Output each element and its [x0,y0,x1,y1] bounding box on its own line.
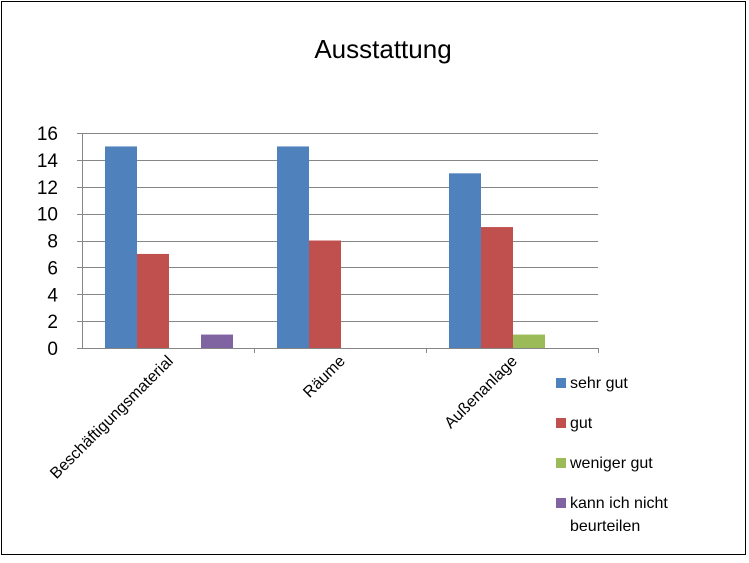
legend-swatch-weniger-gut [556,458,566,468]
y-tick-label-8: 8 [47,232,58,253]
bar-beschaeftigungsmaterial-sehr-gut [105,146,137,348]
y-tick-label-0: 0 [47,339,58,360]
bars [105,146,545,348]
bar-beschaeftigungsmaterial-kann-ich-nicht-beurteilen [201,334,233,348]
y-tick-label-6: 6 [47,258,58,279]
bar-raeume-gut [309,240,341,348]
bar-aussenanlage-weniger-gut [513,334,545,348]
legend-swatch-kann-ich-nicht-beurteilen [556,498,566,508]
y-tick-label-12: 12 [37,178,58,199]
bar-beschaeftigungsmaterial-gut [137,253,169,348]
legend-label-gut: gut [570,415,593,432]
bar-raeume-sehr-gut [277,146,309,348]
legend-label-sehr-gut: sehr gut [570,375,628,392]
y-tick-label-4: 4 [47,285,58,306]
legend: sehr gut gut weniger gut kann ich nicht beur… [556,375,668,535]
legend-label-kann-ich-nicht-beurteilen: kann ich nicht beurteilen [570,495,668,535]
legend-label-weniger-gut: weniger gut [569,455,653,472]
chart-title: Ausstattung [314,34,451,64]
y-tick-label-2: 2 [47,312,58,333]
y-tick-label-16: 16 [37,124,58,145]
legend-swatch-sehr-gut [556,378,566,388]
y-axis-ticks: 0 2 4 6 8 10 12 14 16 [37,124,82,360]
y-tick-label-14: 14 [37,151,59,172]
y-tick-label-10: 10 [37,205,58,226]
bar-aussenanlage-gut [481,227,513,348]
legend-swatch-gut [556,418,566,428]
bar-aussenanlage-sehr-gut [449,173,481,348]
